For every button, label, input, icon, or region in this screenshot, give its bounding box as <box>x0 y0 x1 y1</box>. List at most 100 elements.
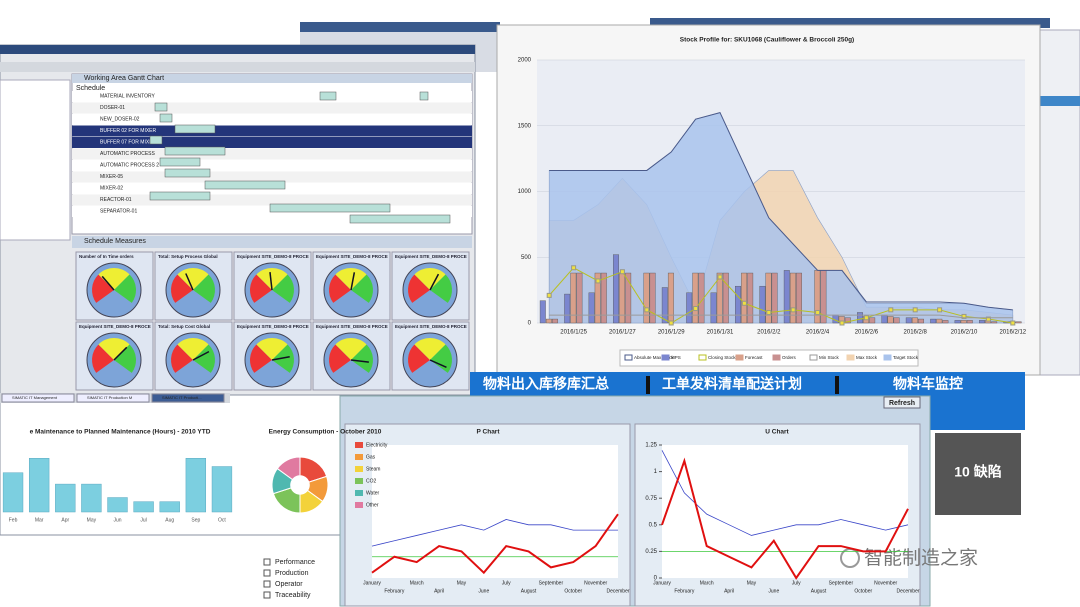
gauge-title: Equipment SITE_DEMO-8 PROCE <box>316 324 388 329</box>
nav-item[interactable]: 物料车监控 <box>893 376 963 392</box>
y-tick-label: 0.75 <box>645 496 657 502</box>
legend-label: Target Stock <box>893 355 919 360</box>
gauge-needle <box>350 272 356 291</box>
point <box>961 313 967 319</box>
bar <box>661 287 668 324</box>
nav-item[interactable]: 工单发料清单配送计划 <box>662 376 802 392</box>
bar <box>588 292 595 324</box>
line <box>549 314 1013 319</box>
gauge-segment <box>98 268 130 290</box>
gantt-block <box>159 157 201 167</box>
taskbar-label[interactable]: SIMATIC IT Production M <box>87 395 132 400</box>
x-tick-label: October <box>564 588 582 594</box>
point <box>985 316 991 322</box>
bar <box>979 320 985 324</box>
bar <box>936 318 943 324</box>
gantt-row <box>72 137 472 148</box>
gantt-tab: Schedule <box>76 85 105 92</box>
chart-title: P Chart <box>477 429 501 436</box>
gauge-segment <box>335 268 367 290</box>
point <box>571 265 577 271</box>
point <box>717 274 723 280</box>
gauge-needle <box>350 359 369 363</box>
point <box>912 307 918 313</box>
gantt-block <box>349 214 451 224</box>
chart-title: U Chart <box>765 429 789 436</box>
legend-label: Gas <box>366 454 376 460</box>
gauge-segment <box>177 268 209 290</box>
p-plot <box>372 445 618 578</box>
y-tick-label: 1 <box>654 469 658 475</box>
point <box>839 320 845 326</box>
legend-swatch <box>698 354 707 361</box>
watermark: 智能制造之家 <box>864 547 978 569</box>
menu-item[interactable]: Traceability <box>275 592 311 599</box>
bar <box>686 292 693 324</box>
gauge-needle <box>429 273 440 291</box>
x-tick-label: 2016/1/25 <box>560 330 587 336</box>
legend-label: MPS <box>671 355 681 360</box>
gauge-needle <box>185 273 194 291</box>
taskbar-button[interactable] <box>1 393 75 403</box>
point <box>937 307 943 313</box>
taskbar-button[interactable] <box>151 393 225 403</box>
bar <box>28 458 50 513</box>
x-tick-label: December <box>606 588 629 594</box>
bar <box>741 272 748 324</box>
taskbar-button[interactable] <box>76 393 150 403</box>
x-tick-label: Jun <box>113 517 121 523</box>
point <box>888 307 894 313</box>
gantt-block <box>164 146 226 156</box>
gauge-title: Equipment SITE_DEMO-8 PROCE <box>237 324 309 329</box>
defect-box <box>935 433 1021 515</box>
pie-hole <box>290 475 310 495</box>
bar <box>625 272 632 324</box>
x-tick-label: August <box>521 588 537 594</box>
portal-titlebar <box>300 22 500 32</box>
gauge-segment <box>335 338 367 360</box>
refresh-button[interactable] <box>883 396 921 409</box>
refresh-label[interactable]: Refresh <box>889 400 915 407</box>
x-tick-label: May <box>87 517 97 523</box>
legend-label: CO2 <box>366 478 377 484</box>
menu-item[interactable]: Performance <box>275 559 315 566</box>
bar <box>1015 321 1022 324</box>
legend-label: Forecast <box>745 355 763 360</box>
bar <box>570 272 577 324</box>
gauge-needle <box>113 346 128 361</box>
x-tick-label: February <box>674 588 695 594</box>
gauge-segment <box>430 344 452 373</box>
point <box>644 307 650 313</box>
x-tick-label: March <box>700 580 714 586</box>
bar <box>600 272 607 324</box>
gantt-row-label: BUFFER 02 FOR MIXER <box>100 128 157 134</box>
taskbar-label[interactable]: SIMATIC IT Producti... <box>162 395 202 400</box>
nav-band <box>930 398 1025 430</box>
portal-titlebar <box>650 18 1050 28</box>
gantt-row-label: REACTOR-01 <box>100 197 132 203</box>
measures-header <box>72 236 472 248</box>
line <box>549 112 1013 311</box>
bar <box>735 285 741 324</box>
x-tick-label: July <box>502 580 511 586</box>
gauge-needle <box>192 350 210 361</box>
x-tick-label: Sep <box>191 517 200 523</box>
nav-item[interactable]: 物料出入库移库汇总 <box>483 376 609 392</box>
x-tick-label: 2016/1/29 <box>658 330 685 336</box>
menu-item[interactable]: Operator <box>275 581 303 588</box>
legend-swatch <box>661 354 670 361</box>
bar <box>893 317 900 324</box>
legend-label: Other <box>366 502 379 508</box>
y-tick-label: 0.25 <box>645 549 657 555</box>
gantt-row <box>72 125 472 137</box>
taskbar-label[interactable]: SIMATIC IT Management <box>12 395 58 400</box>
gantt-row <box>72 194 472 206</box>
chart-title: Stock Profile for: SKU1068 (Cauliflower … <box>680 37 854 44</box>
menu-item[interactable]: Production <box>275 570 309 577</box>
x-tick-label: 2016/2/8 <box>904 330 928 336</box>
gantt-block <box>204 180 286 190</box>
gauge-segment <box>256 338 288 360</box>
gauge-title: Equipment SITE_DEMO-8 PROCE <box>237 254 309 259</box>
gauge-segment <box>171 274 193 303</box>
point <box>668 320 674 326</box>
